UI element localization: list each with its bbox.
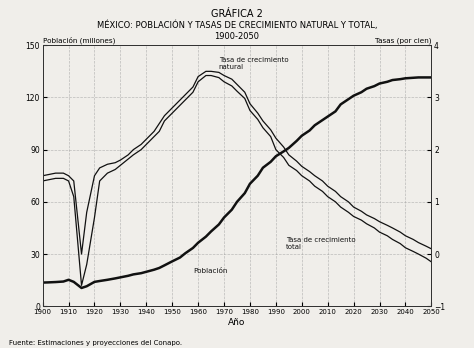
Text: Población (millones): Población (millones) bbox=[43, 37, 115, 44]
Text: Tasa de crecimiento
total: Tasa de crecimiento total bbox=[286, 237, 356, 250]
Text: Población: Población bbox=[193, 268, 228, 275]
Text: Tasas (por cien): Tasas (por cien) bbox=[375, 38, 431, 44]
Text: GRÁFICA 2: GRÁFICA 2 bbox=[211, 9, 263, 19]
Text: Fuente: Estimaciones y proyecciones del Conapo.: Fuente: Estimaciones y proyecciones del … bbox=[9, 340, 182, 346]
Text: 1900-2050: 1900-2050 bbox=[215, 32, 259, 41]
X-axis label: Año: Año bbox=[228, 318, 246, 327]
Text: Tasa de crecimiento
natural: Tasa de crecimiento natural bbox=[219, 57, 289, 70]
Text: MÉXICO: POBLACIÓN Y TASAS DE CRECIMIENTO NATURAL Y TOTAL,: MÉXICO: POBLACIÓN Y TASAS DE CRECIMIENTO… bbox=[97, 21, 377, 30]
